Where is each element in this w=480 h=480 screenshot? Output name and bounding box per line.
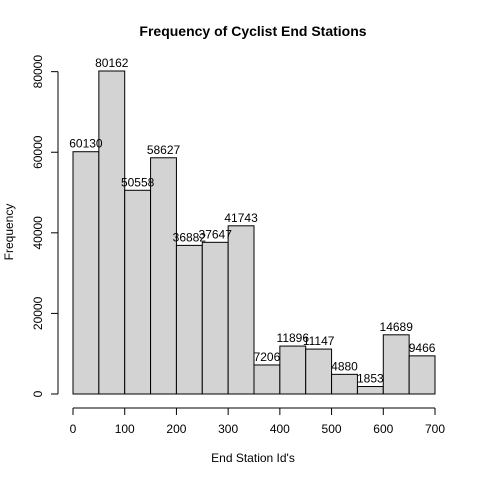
- x-axis: 0 100 200 300 400 500 600 700: [70, 407, 445, 436]
- y-tick-label: 60000: [31, 135, 45, 169]
- histogram-bar: [175, 244, 203, 395]
- y-tick-label: 40000: [31, 216, 45, 250]
- histogram-bar: [331, 373, 358, 395]
- bar-data-label: 11896: [277, 331, 310, 345]
- x-tick-label: 0: [70, 422, 77, 436]
- bar-data-label: 60130: [69, 137, 103, 151]
- bar-data-label: 4880: [331, 359, 358, 373]
- x-tick-label: 100: [115, 422, 135, 436]
- histogram-bar: [253, 364, 281, 395]
- bar-data-label: 37647: [199, 227, 233, 241]
- histogram-bar: [98, 70, 126, 395]
- x-axis-title: End Station Id's: [211, 451, 295, 465]
- histogram-bar: [124, 189, 152, 395]
- y-tick-label: 20000: [31, 296, 45, 330]
- x-tick-label: 200: [166, 422, 186, 436]
- histogram-bar: [279, 345, 307, 395]
- bar-data-label: 36882: [173, 230, 207, 244]
- y-axis: 0 20000 40000 60000 80000: [31, 55, 59, 397]
- bar-data-label: 11147: [303, 334, 335, 348]
- bar-data-label: 58627: [147, 143, 181, 157]
- histogram-bar: [305, 348, 333, 395]
- x-tick-label: 500: [322, 422, 342, 436]
- histogram-bar: [356, 386, 384, 395]
- bar-data-label: 7206: [254, 350, 281, 364]
- histogram-bar: [227, 225, 255, 395]
- histogram-bar: [72, 151, 100, 395]
- bar-data-label: 50558: [121, 175, 155, 189]
- bar-data-label: 80162: [95, 56, 129, 70]
- bar-data-label: 14689: [380, 320, 414, 334]
- y-axis-title: Frequency: [2, 204, 16, 261]
- bar-data-label: 1853: [357, 372, 384, 386]
- y-tick-label: 80000: [31, 55, 45, 89]
- histogram-bar: [382, 334, 410, 395]
- histogram-bar: [408, 355, 436, 395]
- x-tick-label: 400: [270, 422, 290, 436]
- x-tick-label: 300: [218, 422, 238, 436]
- y-tick-label: 0: [31, 390, 45, 397]
- x-tick-label: 700: [425, 422, 445, 436]
- histogram-bar: [150, 157, 177, 395]
- histogram-bar: [201, 241, 229, 395]
- bars-group: [72, 70, 436, 395]
- bar-data-label: 9466: [409, 341, 436, 355]
- x-tick-label: 600: [373, 422, 393, 436]
- bar-data-label: 41743: [224, 211, 258, 225]
- chart-title: Frequency of Cyclist End Stations: [139, 23, 366, 39]
